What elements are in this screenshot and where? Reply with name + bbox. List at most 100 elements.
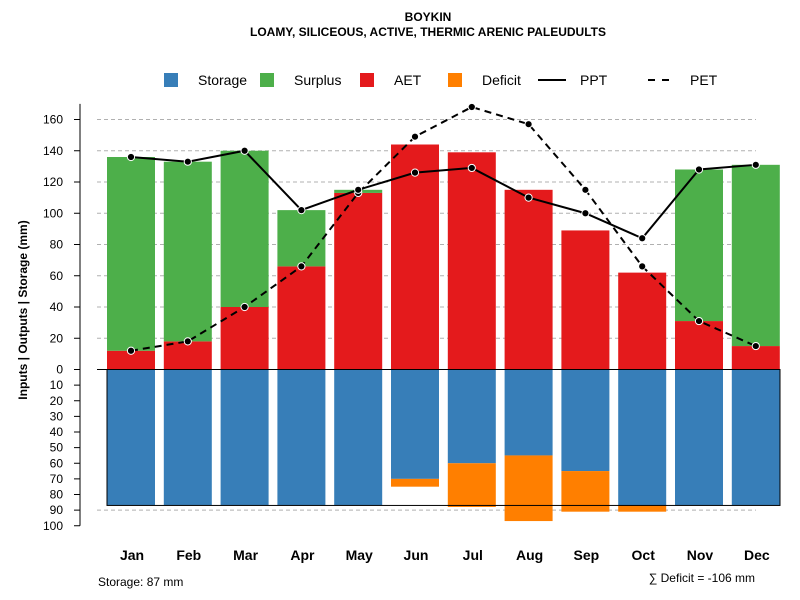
month-label: Sep — [574, 547, 600, 563]
pet-point — [240, 302, 249, 312]
y-tick-label: 50 — [50, 441, 64, 455]
pet-point — [638, 262, 647, 271]
legend-label: Deficit — [482, 72, 521, 88]
y-tick-label: 160 — [43, 113, 63, 127]
storage-bar — [163, 369, 212, 506]
chart-title: BOYKIN — [405, 10, 452, 24]
y-tick-label: 100 — [43, 519, 63, 533]
aet-bar — [277, 266, 326, 370]
deficit-note: ∑ Deficit = -106 mm — [649, 571, 755, 585]
storage-bar — [504, 369, 553, 456]
month-label: Dec — [744, 547, 770, 563]
y-tick-label: 120 — [43, 175, 63, 189]
month-label: Nov — [687, 547, 714, 563]
ppt-point — [751, 160, 760, 169]
month-label: Apr — [290, 547, 315, 563]
month-label: Jul — [463, 547, 483, 563]
y-tick-label: 20 — [50, 331, 64, 345]
month-label: May — [346, 547, 373, 563]
storage-bar — [107, 369, 155, 506]
aet-bar — [731, 346, 780, 370]
legend-label: PET — [690, 72, 718, 88]
y-tick-label: 80 — [50, 488, 64, 502]
deficit-bar — [447, 463, 496, 507]
storage-bar — [618, 369, 667, 506]
legend-label: PPT — [580, 72, 608, 88]
month-label: Jun — [404, 547, 429, 563]
aet-bar — [107, 350, 155, 370]
aet-bar — [504, 189, 553, 370]
surplus-bar — [675, 169, 723, 322]
surplus-bar — [277, 210, 326, 267]
y-tick-label: 0 — [56, 363, 63, 377]
y-tick-label: 80 — [50, 238, 64, 252]
surplus-bar — [107, 157, 155, 351]
x-axis-labels: Jan Feb Mar Apr May Jun Jul Aug Sep Oct Nov Dec — [120, 547, 770, 563]
aet-bar — [618, 272, 667, 370]
pet-line — [130, 105, 757, 352]
ppt-point — [694, 165, 704, 174]
ppt-point — [297, 206, 306, 215]
y-tick-label: 100 — [43, 206, 63, 220]
y-tick-label: 20 — [50, 394, 64, 408]
storage-note: Storage: 87 mm — [98, 575, 183, 589]
deficit-bar — [618, 505, 667, 512]
legend: Storage Surplus AET Deficit PPT PET — [164, 72, 718, 88]
storage-bar — [277, 369, 326, 506]
deficit-bar — [504, 455, 553, 522]
ppt-point — [354, 185, 363, 194]
y-tick-label: 90 — [50, 503, 64, 517]
y-tick-label: 10 — [50, 378, 64, 392]
y-axis: 0204060801001201401601020304050607080901… — [43, 103, 780, 533]
storage-bar — [391, 369, 439, 479]
storage-bar — [220, 369, 269, 506]
storage-bar — [447, 369, 496, 464]
ppt-point — [467, 163, 476, 173]
month-label: Jan — [120, 547, 144, 563]
y-tick-label: 30 — [50, 409, 64, 423]
ppt-point — [524, 193, 533, 202]
y-tick-label: 70 — [50, 472, 64, 486]
pet-point — [126, 346, 136, 355]
legend-label: AET — [394, 72, 422, 88]
ppt-point — [183, 157, 192, 166]
aet-bar — [391, 144, 439, 370]
pet-point — [467, 102, 476, 112]
ppt-point — [638, 234, 647, 243]
legend-swatch-storage — [164, 73, 178, 87]
ppt-point — [126, 152, 136, 162]
legend-swatch-aet — [360, 73, 374, 87]
bars — [107, 144, 780, 522]
storage-bar — [675, 369, 723, 506]
series-lines — [126, 102, 760, 355]
aet-bar — [447, 152, 496, 370]
y-tick-label: 40 — [50, 425, 64, 439]
deficit-bar — [391, 478, 439, 487]
y-tick-label: 60 — [50, 456, 64, 470]
deficit-bar — [561, 471, 610, 512]
pet-point — [694, 316, 704, 326]
storage-bar — [334, 369, 383, 506]
ppt-line — [130, 149, 756, 240]
legend-swatch-deficit — [448, 73, 462, 87]
surplus-bar — [731, 164, 780, 347]
chart-subtitle: LOAMY, SILICEOUS, ACTIVE, THERMIC ARENIC… — [250, 25, 606, 39]
aet-bar — [163, 341, 212, 370]
surplus-bar — [163, 161, 212, 342]
pet-point — [751, 341, 760, 351]
pet-point — [410, 132, 420, 141]
y-tick-label: 60 — [50, 269, 64, 283]
aet-bar — [220, 307, 269, 370]
aet-bar — [334, 192, 383, 370]
ppt-point — [240, 146, 249, 155]
storage-bar — [561, 369, 610, 472]
y-tick-label: 40 — [50, 300, 64, 314]
month-label: Oct — [632, 547, 656, 563]
pet-point — [581, 185, 590, 194]
pet-point — [524, 120, 533, 129]
ppt-point — [410, 168, 420, 177]
pet-point — [297, 262, 306, 271]
y-axis-label: Inputs | Outputs | Storage (mm) — [16, 220, 30, 399]
pet-point — [183, 337, 192, 346]
